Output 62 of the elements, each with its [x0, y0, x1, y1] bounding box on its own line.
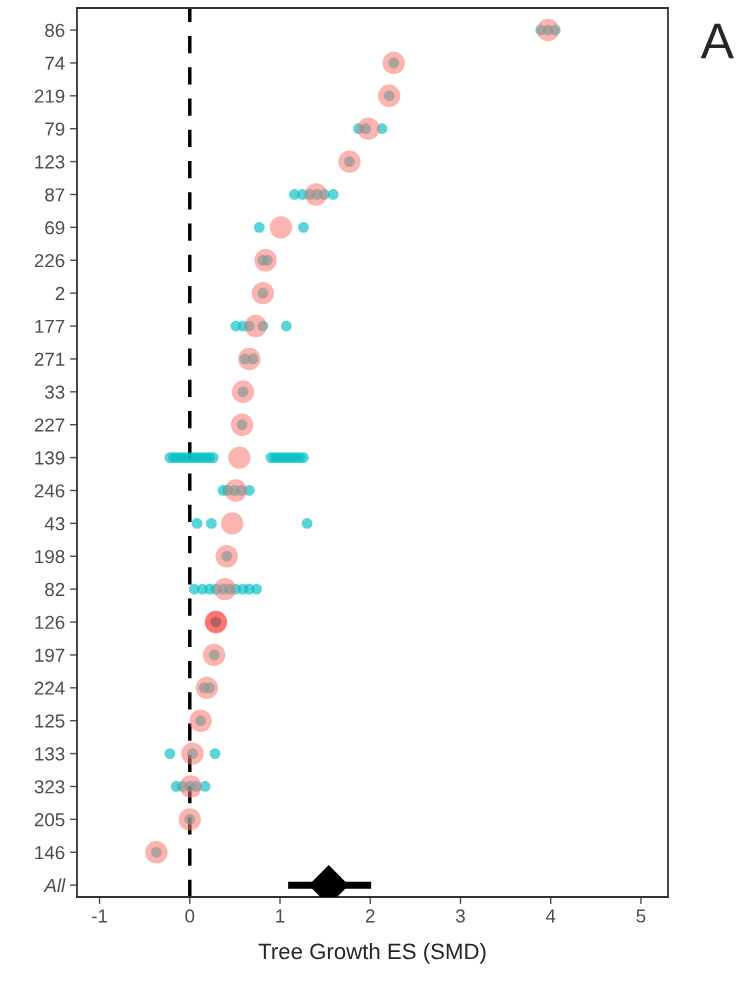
y-tick-label: 33 — [45, 385, 65, 399]
x-tick-label: -1 — [92, 909, 107, 923]
point — [228, 446, 251, 469]
point — [244, 314, 267, 338]
y-tick-label: 198 — [35, 549, 65, 564]
y-tick-label: 43 — [44, 517, 65, 531]
x-tick-label: 0 — [185, 909, 195, 923]
y-tick-label: 69 — [45, 221, 65, 235]
point — [251, 281, 275, 305]
point — [179, 775, 202, 798]
point — [357, 117, 380, 140]
point — [202, 643, 226, 667]
y-tick-label: 139 — [35, 451, 65, 465]
y-tick-label: 197 — [35, 648, 65, 662]
x-axis-title: Tree Growth ES (SMD) — [258, 942, 486, 964]
y-tick-label: 133 — [35, 747, 65, 761]
point — [204, 610, 228, 634]
point — [269, 216, 293, 239]
x-tick-label: 1 — [276, 909, 285, 923]
point — [536, 18, 560, 42]
y-tick-label: 177 — [35, 319, 65, 333]
y-tick-label: 226 — [34, 253, 65, 268]
point — [189, 709, 212, 732]
y-tick-label: 271 — [34, 352, 65, 366]
point — [181, 742, 204, 765]
point — [224, 479, 247, 502]
point — [221, 512, 244, 535]
y-tick-label: 224 — [34, 681, 65, 695]
y-tick-label: 123 — [35, 155, 65, 169]
y-tick-label: 79 — [45, 122, 65, 136]
point — [238, 347, 261, 371]
point — [254, 249, 277, 272]
point — [213, 577, 237, 601]
point — [382, 51, 405, 75]
x-tick-label: 5 — [636, 909, 646, 923]
y-tick-label: 323 — [34, 780, 65, 794]
y-tick-label: 125 — [35, 714, 65, 728]
y-tick-label: 205 — [34, 813, 65, 827]
point — [231, 380, 255, 404]
x-tick-label: 4 — [545, 909, 556, 923]
point — [230, 413, 254, 436]
x-tick-label: 3 — [455, 909, 465, 923]
y-tick-label: 87 — [45, 188, 65, 202]
x-tick-label: 2 — [365, 909, 375, 923]
text: A — [700, 23, 734, 59]
y-tick-label: 82 — [45, 582, 65, 597]
point — [338, 150, 361, 173]
point — [304, 183, 328, 206]
point — [377, 84, 401, 108]
point — [145, 841, 168, 864]
point — [215, 545, 238, 568]
point — [178, 808, 201, 831]
y-tick-label: 219 — [34, 89, 65, 103]
y-tick-label: 146 — [35, 845, 65, 860]
y-tick-label: 74 — [45, 56, 65, 70]
y-tick-label: All — [43, 878, 66, 892]
point — [195, 676, 219, 700]
y-tick-label: 86 — [45, 23, 65, 38]
y-tick-label: 246 — [34, 484, 65, 498]
y-tick-label: 126 — [35, 615, 65, 630]
y-tick-label: 227 — [34, 418, 65, 432]
y-tick-label: 2 — [55, 286, 65, 300]
